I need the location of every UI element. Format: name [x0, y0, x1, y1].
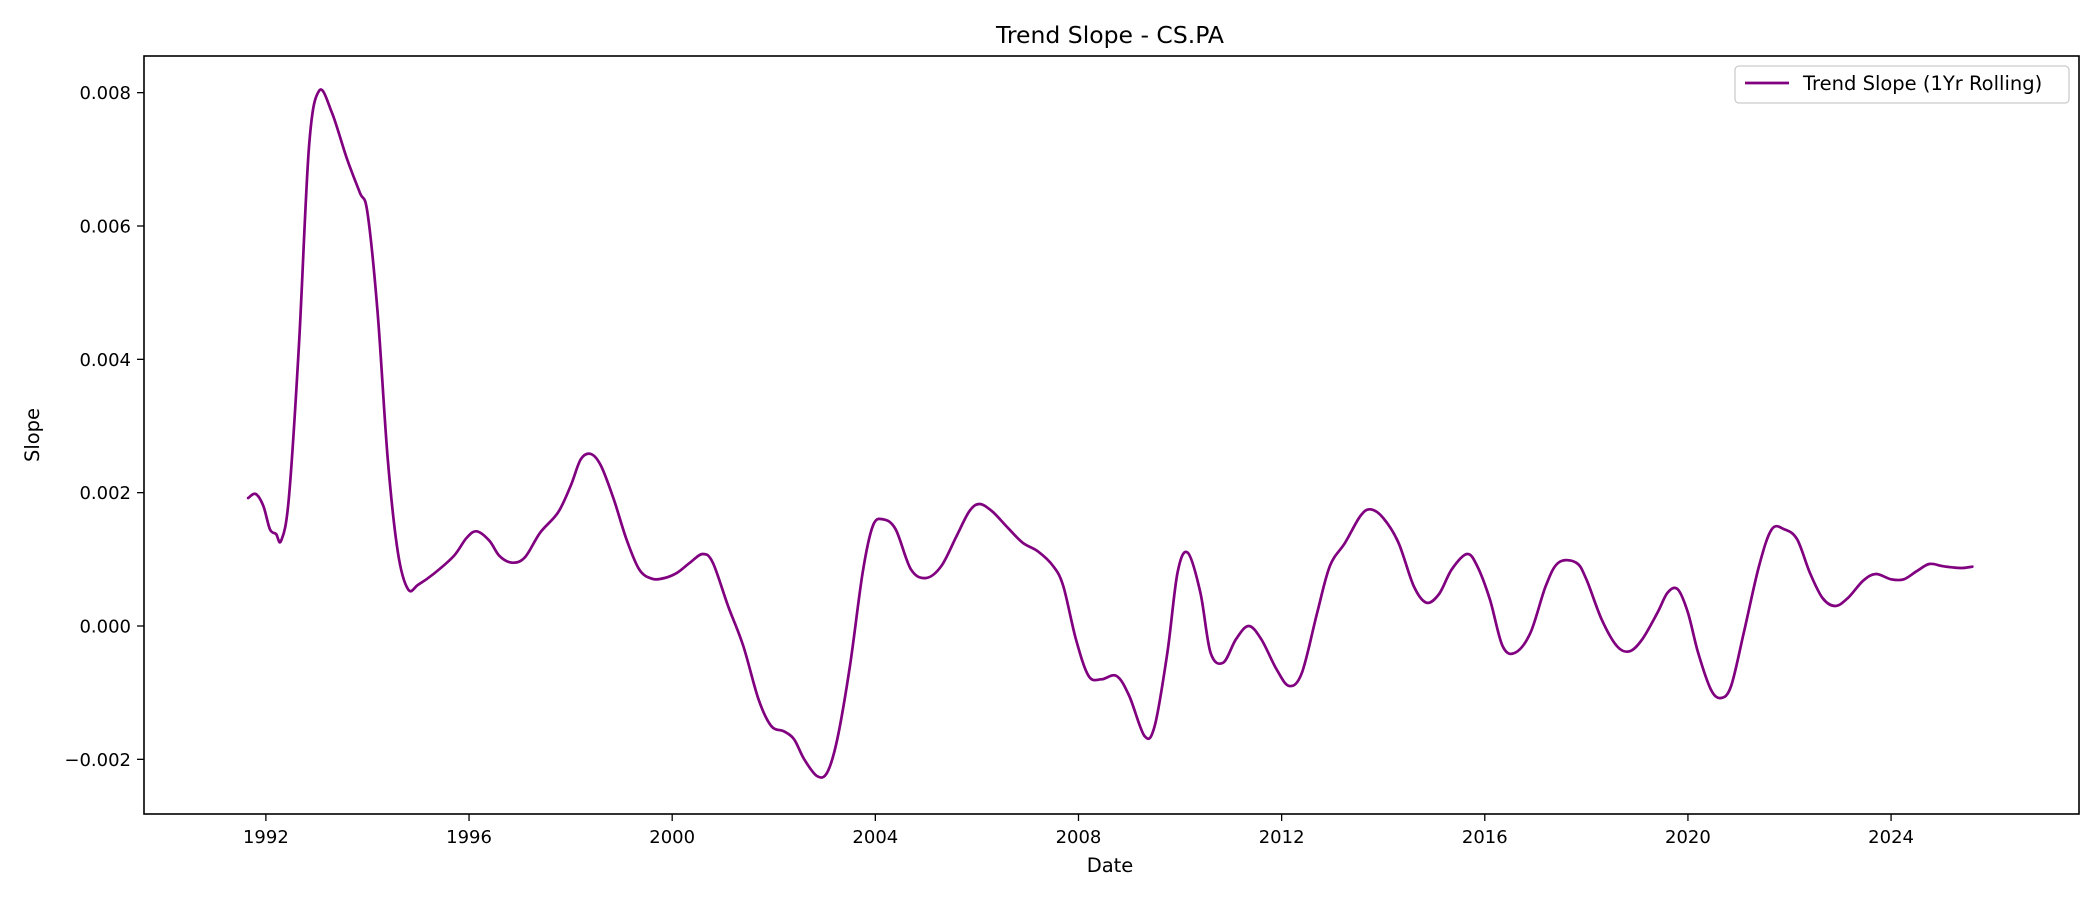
- y-tick-label: 0.000: [79, 617, 131, 638]
- series-line-trend-slope: [246, 88, 1974, 779]
- chart-title: Trend Slope - CS.PA: [995, 21, 1224, 49]
- x-tick-label: 2024: [1868, 827, 1914, 848]
- y-axis: −0.002 0.000 0.002 0.004 0.006 0.008: [64, 83, 144, 771]
- x-axis: 1992 1996 2000 2004 2008 2012 2016 2020 2024: [243, 814, 1914, 848]
- x-tick-label: 1992: [243, 827, 289, 848]
- x-tick-label: 2012: [1259, 827, 1305, 848]
- y-tick-label: 0.004: [79, 350, 131, 371]
- plot-area-frame: [143, 55, 2080, 815]
- legend-box: [1734, 65, 2070, 104]
- y-tick-label: −0.002: [64, 750, 131, 771]
- x-tick-label: 2004: [852, 827, 898, 848]
- y-tick-label: 0.006: [79, 217, 131, 238]
- x-tick-label: 2000: [649, 827, 695, 848]
- y-tick-label: 0.008: [79, 83, 131, 104]
- y-axis-label: Slope: [21, 408, 44, 462]
- x-tick-label: 2016: [1462, 827, 1508, 848]
- x-tick-label: 2008: [1056, 827, 1102, 848]
- x-tick-label: 1996: [446, 827, 492, 848]
- legend: Trend Slope (1Yr Rolling): [1734, 65, 2070, 104]
- x-tick-label: 2020: [1665, 827, 1711, 848]
- y-tick-label: 0.002: [79, 483, 131, 504]
- legend-label: Trend Slope (1Yr Rolling): [1802, 72, 2042, 95]
- x-axis-label: Date: [1087, 854, 1134, 877]
